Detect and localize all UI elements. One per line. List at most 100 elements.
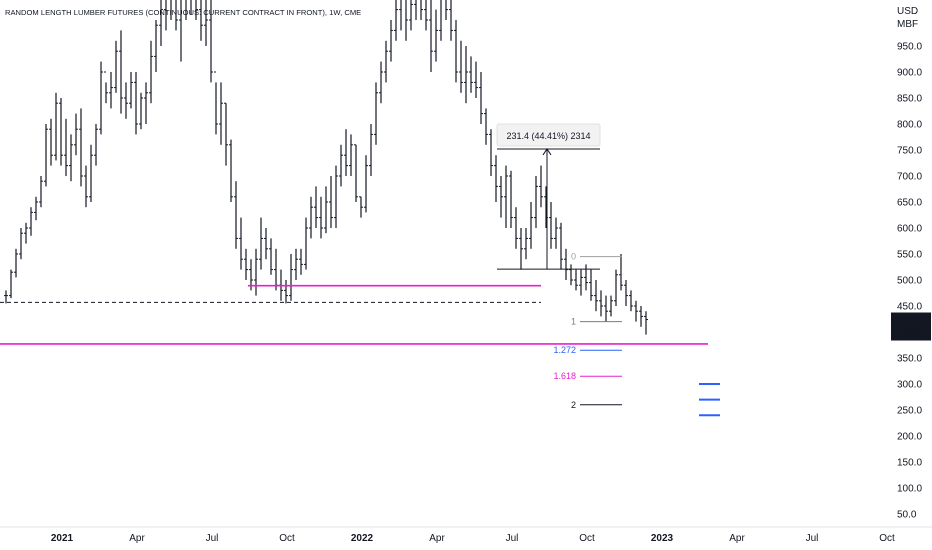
ohlc-bar <box>439 0 442 41</box>
ohlc-bar <box>399 0 402 31</box>
ohlc-bar <box>554 217 558 249</box>
ohlc-bar <box>254 248 258 296</box>
ohlc-bar <box>259 217 263 270</box>
ohlc-bar <box>195 0 198 20</box>
ohlc-bar <box>619 254 623 291</box>
ohlc-bar <box>104 71 108 104</box>
y-tick-label: 450.0 <box>897 302 922 313</box>
ohlc-bar <box>339 144 343 187</box>
y-tick-label: 300.0 <box>897 380 922 391</box>
ohlc-bar <box>179 0 182 62</box>
levels-layer <box>0 284 708 345</box>
y-tick-label: 350.0 <box>897 354 922 365</box>
ohlc-bar <box>599 290 603 317</box>
ohlc-bar <box>574 269 578 291</box>
y-tick-label: 850.0 <box>897 94 922 105</box>
ohlc-bar <box>424 0 428 31</box>
ohlc-bar <box>644 311 648 335</box>
ohlc-bar <box>185 0 187 20</box>
ohlc-bar <box>564 248 568 280</box>
time-axis: 2021 Apr Jul Oct 2022 Apr Jul Oct 2023 Apr Jul Oct <box>0 526 932 544</box>
ohlc-bar <box>39 176 43 208</box>
fib-level-label: 1.272 <box>553 345 576 355</box>
ohlc-bar <box>309 196 313 239</box>
fib-level-label: 0 <box>571 252 576 262</box>
ohlc-bar <box>9 269 13 299</box>
ohlc-bar <box>170 0 172 20</box>
y-tick-label: 600.0 <box>897 224 922 235</box>
ohlc-bar <box>624 280 628 306</box>
ohlc-bar <box>269 238 273 275</box>
ohlc-bar <box>579 269 583 296</box>
ohlc-bar <box>594 280 598 312</box>
ohlc-bar <box>349 134 353 176</box>
y-tick-label: 150.0 <box>897 458 922 469</box>
ohlc-bar <box>364 155 368 213</box>
ohlc-bar <box>469 56 473 93</box>
ohlc-bar <box>204 0 208 46</box>
ohlc-bar <box>224 102 228 166</box>
ohlc-bar <box>64 118 68 176</box>
ohlc-bar <box>129 72 133 109</box>
ohlc-bar <box>445 0 448 20</box>
ohlc-bar <box>329 176 333 228</box>
ohlc-bar <box>324 186 328 234</box>
y-tick-label: 200.0 <box>897 432 922 443</box>
measure-label-box <box>496 123 601 147</box>
ohlc-bar <box>304 217 308 270</box>
ohlc-bar <box>519 228 523 270</box>
currency-label: USD <box>897 6 918 17</box>
ohlc-bar <box>14 248 18 278</box>
ohlc-bar <box>524 228 528 260</box>
ohlc-bar <box>634 300 638 322</box>
ohlc-bar <box>464 46 468 104</box>
ohlc-bar <box>99 61 103 135</box>
ohlc-bar <box>374 82 378 145</box>
ohlc-bar <box>54 92 58 161</box>
ohlc-bar <box>609 295 613 317</box>
ohlc-bar <box>175 0 178 31</box>
fib-level-label: 2 <box>571 400 576 410</box>
ohlc-bar <box>299 248 303 275</box>
price-axis: USD MBF 50.0 100.0 150.0 200.0 250.0 300.0 350.0… <box>885 0 932 550</box>
ohlc-bar <box>79 108 83 187</box>
ohlc-bar <box>59 98 63 166</box>
ohlc-bar <box>434 9 438 62</box>
y-tick-label: 900.0 <box>897 68 922 79</box>
ohlc-bar <box>274 248 278 291</box>
x-tick-label: Apr <box>729 533 745 544</box>
unit-label: MBF <box>897 19 918 30</box>
ohlc-bar <box>74 113 78 156</box>
annotations-layer: 231.4 (44.41%) 2314 0 1 1.272 1.618 2 <box>496 123 720 417</box>
x-tick-label: Oct <box>279 533 295 544</box>
ohlc-bar <box>344 129 348 176</box>
ohlc-bar <box>289 254 293 301</box>
x-tick-label: Jul <box>506 533 519 544</box>
ohlc-bar <box>589 269 593 301</box>
fib-level-label: 1 <box>571 317 576 327</box>
ohlc-bar <box>234 181 238 249</box>
ohlc-bar <box>284 280 288 304</box>
ohlc-bar <box>229 139 233 202</box>
ohlc-bar <box>359 196 363 218</box>
ohlc-bar <box>89 144 93 202</box>
chart-title: RANDOM LENGTH LUMBER FUTURES (CONTINUOUS… <box>5 8 361 17</box>
ohlc-bar <box>334 165 338 228</box>
ohlc-bar <box>414 0 417 20</box>
y-tick-label: 550.0 <box>897 250 922 261</box>
x-tick-label: Oct <box>579 533 595 544</box>
x-tick-label: 2022 <box>351 533 374 544</box>
ohlc-bar <box>319 196 323 239</box>
fib-level-label: 1.618 <box>553 371 576 381</box>
y-tick-label: 700.0 <box>897 172 922 183</box>
ohlc-bar <box>489 129 493 176</box>
ohlc-bar <box>124 82 128 119</box>
ohlc-bar <box>529 202 533 249</box>
ohlc-bar <box>534 176 538 228</box>
ohlc-bar <box>484 108 488 145</box>
ohlc-bar <box>49 118 53 166</box>
ohlc-bar <box>584 264 588 291</box>
ohlc-bar <box>119 30 123 114</box>
